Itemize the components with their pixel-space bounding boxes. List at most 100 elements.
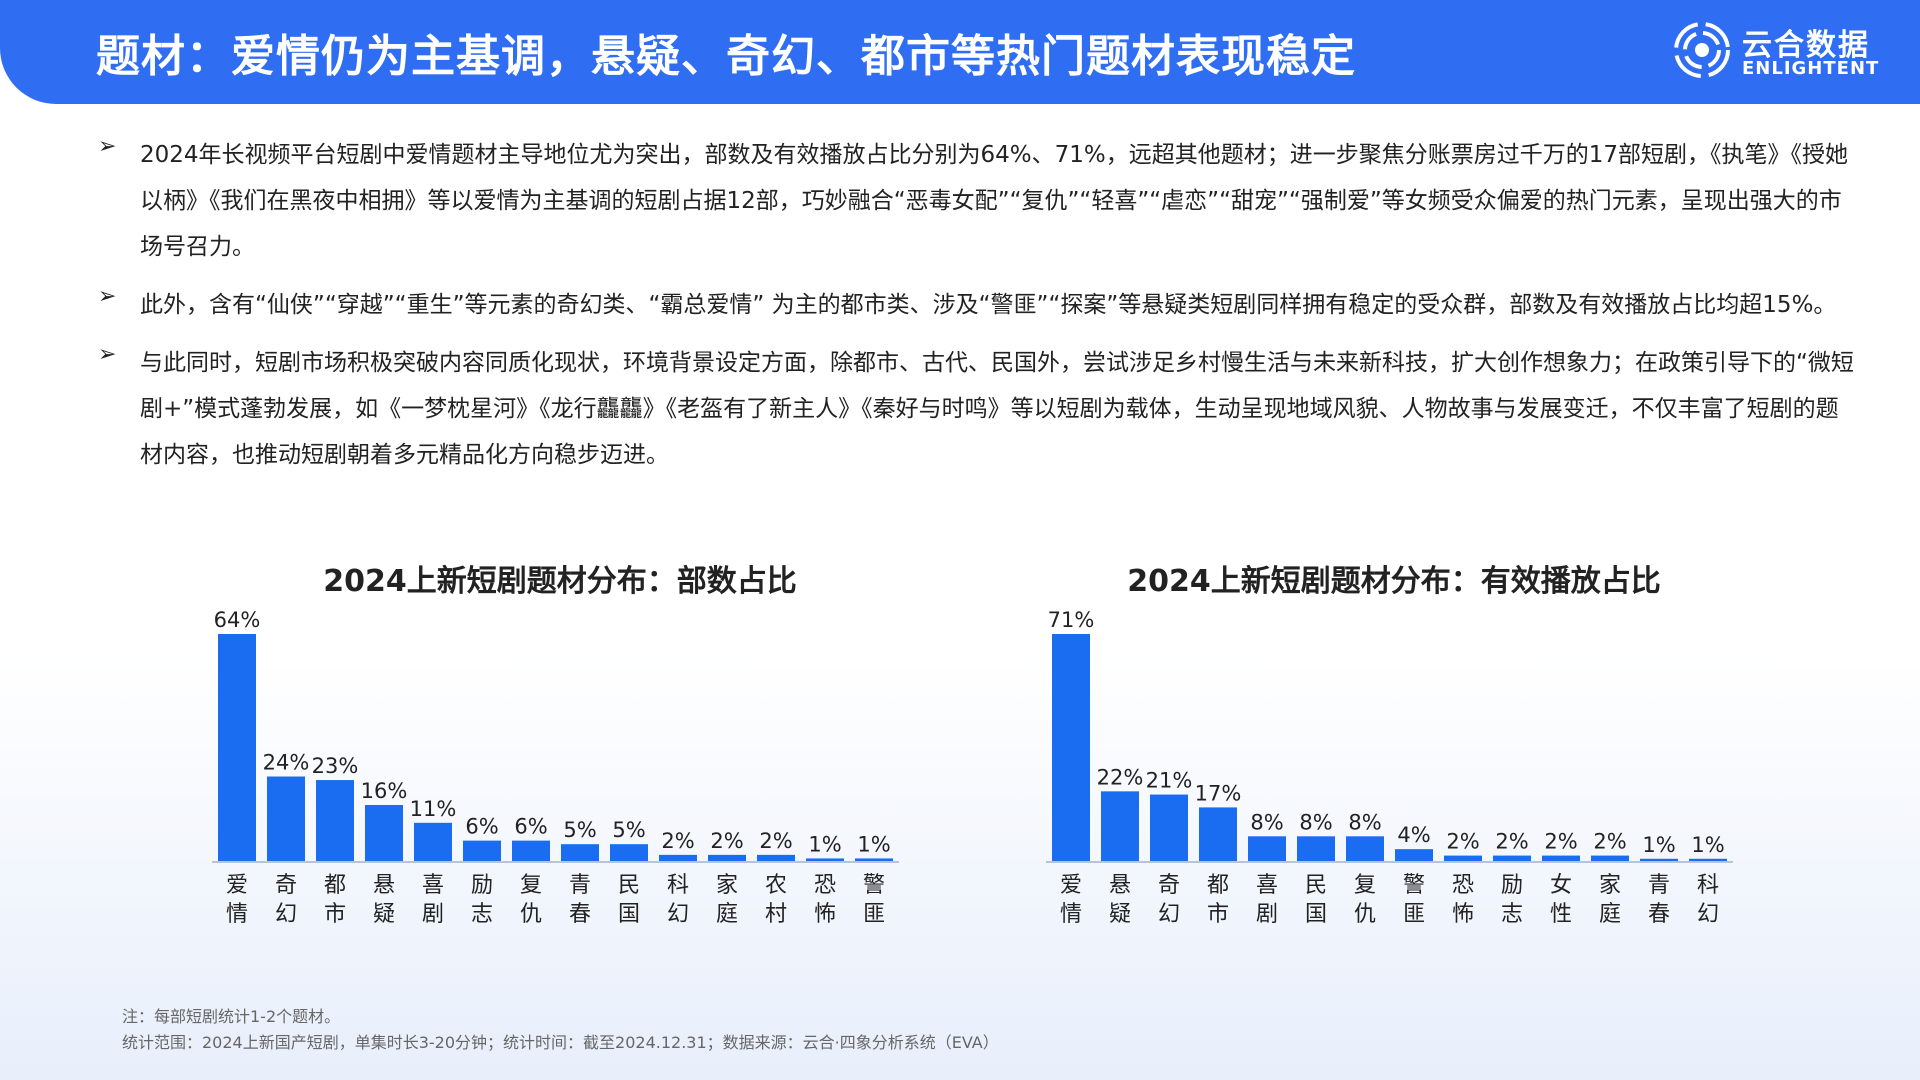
data-label: 11% — [410, 797, 457, 821]
category-label: 市 — [1207, 902, 1229, 927]
bullet-item: ➢ 2024年长视频平台短剧中爱情题材主导地位尤为突出，部数及有效播放占比分别为… — [96, 132, 1856, 270]
bar-爱情 — [1052, 634, 1090, 862]
bar-喜剧 — [414, 822, 452, 862]
bar-都市 — [316, 780, 354, 862]
category-label: 村 — [765, 902, 787, 927]
bar-家庭 — [1591, 855, 1629, 862]
category-label: 幻 — [1697, 902, 1719, 927]
data-label: 1% — [1642, 833, 1675, 857]
bar-励志 — [1493, 855, 1531, 862]
data-label: 24% — [263, 751, 310, 775]
data-label: 4% — [1397, 823, 1430, 847]
category-label: 春 — [1648, 902, 1670, 927]
arrow-bullet-icon: ➢ — [98, 284, 117, 309]
category-label: 怖 — [814, 902, 836, 927]
data-label: 8% — [1348, 810, 1381, 834]
category-label: 喜 — [1256, 873, 1278, 898]
data-label: 2% — [1544, 830, 1577, 854]
data-label: 1% — [808, 832, 841, 856]
category-label: 励 — [1501, 873, 1523, 898]
category-label: 民 — [618, 873, 640, 898]
category-label: 疑 — [373, 902, 395, 927]
bar-民国 — [610, 844, 648, 862]
category-label: 喜 — [422, 873, 444, 898]
data-label: 21% — [1146, 769, 1193, 793]
category-label: 疑 — [1109, 902, 1131, 927]
category-label: 爱 — [1060, 873, 1082, 898]
bullet-text: 与此同时，短剧市场积极突破内容同质化现状，环境背景设定方面，除都市、古代、民国外… — [140, 350, 1854, 468]
bullet-item: ➢ 与此同时，短剧市场积极突破内容同质化现状，环境背景设定方面，除都市、古代、民… — [96, 340, 1856, 478]
category-label: 庭 — [716, 902, 738, 927]
bar-家庭 — [708, 854, 746, 862]
bar-复仇 — [512, 840, 550, 862]
category-label: 市 — [324, 902, 346, 927]
category-label: 志 — [1501, 902, 1523, 927]
bullet-text: 此外，含有“仙侠”“穿越”“重生”等元素的奇幻类、“霸总爱情” 为主的都市类、涉… — [140, 292, 1837, 318]
bullet-item: ➢ 此外，含有“仙侠”“穿越”“重生”等元素的奇幻类、“霸总爱情” 为主的都市类… — [96, 282, 1856, 328]
category-label: 匪 — [863, 902, 885, 927]
chart-title: 2024上新短剧题材分布：有效播放占比 — [1127, 564, 1661, 599]
header-banner: 题材：爱情仍为主基调，悬疑、奇幻、都市等热门题材表现稳定 云合数据 ENLIGH… — [0, 0, 1920, 104]
logo-text-cn: 云合数据 — [1742, 28, 1870, 63]
bar-女性 — [1542, 855, 1580, 862]
category-label: 奇 — [1158, 873, 1180, 898]
category-label: 剧 — [1256, 902, 1278, 927]
data-label: 2% — [661, 829, 694, 853]
arrow-bullet-icon: ➢ — [98, 134, 117, 159]
bar-奇幻 — [1150, 794, 1188, 862]
data-label: 16% — [361, 779, 408, 803]
category-label: 青 — [1648, 873, 1670, 898]
data-label: 6% — [465, 815, 498, 839]
data-label: 8% — [1250, 810, 1283, 834]
chart-episode-share: 2024上新短剧题材分布：部数占比 64% 爱情 24% 奇幻 23% 都市 16% 悬疑 11… — [200, 556, 920, 976]
data-label: 1% — [1691, 833, 1724, 857]
category-label: 都 — [1207, 873, 1229, 898]
bar-悬疑 — [365, 805, 403, 862]
bullet-text: 2024年长视频平台短剧中爱情题材主导地位尤为突出，部数及有效播放占比分别为64… — [140, 142, 1849, 260]
data-label: 2% — [710, 829, 743, 853]
bar-都市 — [1199, 807, 1237, 862]
chart-title: 2024上新短剧题材分布：部数占比 — [323, 564, 797, 599]
category-label: 国 — [618, 902, 640, 927]
data-label: 8% — [1299, 810, 1332, 834]
category-label: 剧 — [422, 902, 444, 927]
data-label: 5% — [563, 818, 596, 842]
category-label: 恐 — [814, 873, 836, 898]
data-label: 23% — [312, 754, 359, 778]
bar-奇幻 — [267, 776, 305, 862]
data-label: 2% — [759, 829, 792, 853]
category-label: 家 — [716, 873, 738, 898]
category-label: 励 — [471, 873, 493, 898]
category-label: 民 — [1305, 873, 1327, 898]
category-label: 幻 — [1158, 902, 1180, 927]
category-label: 怖 — [1452, 902, 1474, 927]
bar-励志 — [463, 840, 501, 862]
background-gradient — [0, 660, 1920, 1080]
category-label: 青 — [569, 873, 591, 898]
category-label: 匪 — [1403, 902, 1425, 927]
bar-喜剧 — [1248, 836, 1286, 862]
bar-复仇 — [1346, 836, 1384, 862]
bar-chart-play-share: 71% 爱情 22% 悬疑 21% 奇幻 17% 都市 8% 喜剧 8% 民国 8% 复仇 4% 警匪 2% 恐怖… — [1046, 608, 1733, 927]
category-label: 农 — [765, 873, 787, 898]
data-label: 2% — [1495, 830, 1528, 854]
data-label: 17% — [1195, 781, 1242, 805]
category-label: 科 — [667, 873, 689, 898]
category-label: 悬 — [373, 873, 395, 898]
category-label: 幻 — [667, 902, 689, 927]
bar-恐怖 — [1444, 855, 1482, 862]
brand-logo: 云合数据 ENLIGHTENT — [1672, 18, 1882, 86]
bar-科幻 — [1689, 858, 1727, 862]
bar-科幻 — [659, 854, 697, 862]
category-label: 爱 — [226, 873, 248, 898]
category-label: 性 — [1550, 902, 1572, 927]
bar-警匪 — [855, 858, 893, 862]
category-label: 仇 — [520, 902, 542, 927]
category-label: 科 — [1697, 873, 1719, 898]
footnote-source: 统计范围：2024上新国产短剧，单集时长3-20分钟；统计时间：截至2024.1… — [122, 1033, 999, 1052]
category-label: 情 — [226, 902, 248, 927]
data-label: 2% — [1593, 830, 1626, 854]
data-label: 64% — [214, 608, 261, 632]
category-label: 春 — [569, 902, 591, 927]
category-label: 志 — [471, 902, 493, 927]
